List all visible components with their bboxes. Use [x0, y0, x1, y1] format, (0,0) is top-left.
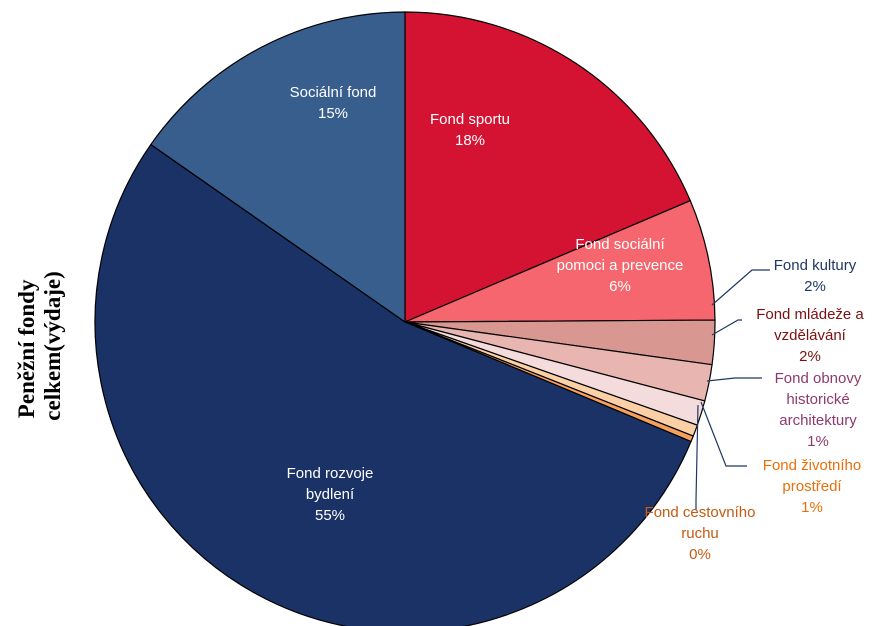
slice-labels: Fond sportu 18% Fond sociální pomoci a prev…	[287, 84, 865, 563]
slice-label: Fond obnovy historické architektury 1%	[775, 370, 862, 450]
slice-label-line: Fond cestovního	[645, 504, 756, 521]
pie-slice-fond-rozvoje-bydlen-	[94, 143, 692, 626]
slice-label: Fond cestovního ruchu 0%	[645, 504, 756, 563]
slice-label-line: 2%	[804, 278, 826, 295]
leader-line	[695, 404, 699, 510]
y-axis-title: Peněžní fondy celkem(výdaje)	[14, 271, 65, 420]
slice-label-line: historické	[786, 391, 849, 408]
leader-line	[711, 269, 770, 306]
slice-label-line: bydlení	[306, 486, 355, 503]
slice-label: Fond životního prostředí 1%	[763, 457, 861, 516]
leader-line	[706, 377, 762, 382]
slice-label: Fond sportu 18%	[430, 111, 510, 149]
slice-label: Sociální fond 15%	[290, 84, 377, 122]
slice-label-line: Fond mládeže a	[756, 306, 864, 323]
slice-label-line: 2%	[799, 348, 821, 365]
slice-label-line: prostředí	[782, 478, 842, 495]
slice-label-line: 55%	[315, 507, 345, 524]
leader-lines	[695, 269, 770, 510]
slice-label-line: 1%	[807, 433, 829, 450]
slice-label-line: Fond sportu	[430, 111, 510, 128]
slice-label-line: Fond životního	[763, 457, 861, 474]
slice-label: Fond sociální pomoci a prevence 6%	[557, 236, 684, 295]
leader-line	[711, 319, 742, 336]
slice-label: Fond kultury 2%	[774, 257, 857, 295]
pie-slice-soci-ln-fond	[149, 11, 406, 324]
slice-label-line: Fond sociální	[575, 236, 665, 253]
slice-label-line: pomoci a prevence	[557, 257, 684, 274]
slice-label-line: Sociální fond	[290, 84, 377, 101]
slice-label-line: 15%	[318, 105, 348, 122]
slice-label-line: ruchu	[681, 525, 719, 542]
slice-label: Fond rozvoje bydlení 55%	[287, 465, 374, 524]
slice-label-line: 6%	[609, 278, 631, 295]
y-axis-title-line-1: Peněžní fondy	[14, 279, 39, 418]
slice-label: Fond mládeže a vzdělávání 2%	[756, 306, 864, 365]
leader-line	[700, 401, 747, 467]
slice-label-line: Fond rozvoje	[287, 465, 374, 482]
slice-label-line: 18%	[455, 132, 485, 149]
slice-label-line: Fond obnovy	[775, 370, 862, 387]
pie-slices	[94, 11, 716, 626]
pie-slice-fond-sportu	[404, 11, 692, 323]
y-axis-title-line-2: celkem(výdaje)	[40, 271, 65, 420]
pie-slice-fond-soci-ln-pomoci-a-prevence	[404, 199, 716, 323]
slice-label-line: vzdělávání	[774, 327, 847, 344]
slice-label-line: architektury	[779, 412, 857, 429]
slice-label-line: 0%	[689, 546, 711, 563]
slice-label-line: 1%	[801, 499, 823, 516]
slice-label-line: Fond kultury	[774, 257, 857, 274]
